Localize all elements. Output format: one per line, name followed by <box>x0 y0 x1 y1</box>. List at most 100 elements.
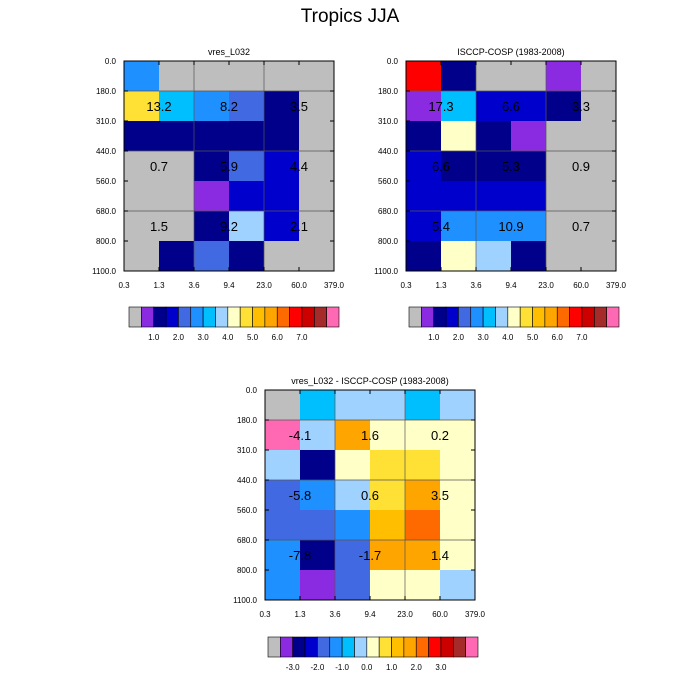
block-value-label: 1.6 <box>361 428 379 443</box>
heatmap-cell <box>300 570 336 601</box>
block-value-label: 1.5 <box>150 219 168 234</box>
x-tick-label: 9.4 <box>364 610 376 619</box>
heatmap-cell <box>581 181 617 212</box>
colorbar-label: -2.0 <box>311 663 325 672</box>
heatmap-cell <box>581 211 617 242</box>
heatmap-cell <box>300 390 336 421</box>
colorbar-swatch <box>239 306 253 328</box>
y-tick-label: 560.0 <box>237 506 258 515</box>
block-value-label: 0.7 <box>572 219 590 234</box>
heatmap-cell <box>405 540 441 571</box>
y-tick-label: 180.0 <box>378 87 399 96</box>
y-tick-label: 1100.0 <box>92 267 116 276</box>
heatmap-panel-1: vres_L032 13.2 8.2 3.5 0.7 5.9 4.4 1.5 9.2 2.1 0.3… <box>92 47 344 290</box>
heatmap-cell <box>300 480 336 511</box>
heatmap-cell <box>405 510 441 541</box>
heatmap-cell <box>159 61 195 92</box>
block-value-label: 1.4 <box>431 548 449 563</box>
heatmap-cell <box>299 91 335 122</box>
colorbar-label: -1.0 <box>335 663 349 672</box>
block-value-label: -7.8 <box>289 548 311 563</box>
heatmap-cell <box>546 91 582 122</box>
block-value-label: 4.4 <box>290 159 308 174</box>
heatmap-cell <box>440 480 476 511</box>
colorbar-label: 7.0 <box>576 333 588 342</box>
colorbar-label: 4.0 <box>502 333 514 342</box>
colorbar-swatch <box>544 306 558 328</box>
x-tick-label: 1.3 <box>294 610 306 619</box>
heatmap-cell <box>441 121 477 152</box>
heatmap-cell <box>581 61 617 92</box>
x-tick-label: 3.6 <box>188 281 200 290</box>
colorbar-label: 7.0 <box>296 333 308 342</box>
colorbar: 1.0 2.0 3.0 4.0 5.0 6.0 7.0 <box>408 306 620 342</box>
colorbar-swatch <box>313 306 327 328</box>
x-tick-label: 23.0 <box>256 281 272 290</box>
x-tick-label: 1.3 <box>153 281 165 290</box>
y-tick-label: 180.0 <box>237 416 258 425</box>
heatmap-cell <box>265 570 301 601</box>
block-value-label: 13.2 <box>146 99 171 114</box>
colorbar-swatch <box>354 636 368 658</box>
heatmap-cell <box>265 510 301 541</box>
x-tick-label: 0.3 <box>400 281 412 290</box>
y-tick-label: 560.0 <box>378 177 399 186</box>
colorbar-swatch <box>593 306 607 328</box>
colorbar-swatch <box>264 306 278 328</box>
heatmap-cell <box>441 61 477 92</box>
heatmap-cell <box>405 570 441 601</box>
heatmap-cell <box>229 61 265 92</box>
y-tick-label: 560.0 <box>96 177 117 186</box>
colorbar-swatch <box>190 306 204 328</box>
x-tick-label: 3.6 <box>470 281 482 290</box>
y-tick-label: 310.0 <box>96 117 117 126</box>
heatmap-cell <box>546 241 582 272</box>
heatmap-cell <box>511 181 547 212</box>
heatmap-cell <box>124 121 160 152</box>
heatmap-cell <box>194 61 230 92</box>
block-value-label: 6.6 <box>432 159 450 174</box>
colorbar-label: 5.0 <box>247 333 259 342</box>
colorbar-swatch <box>415 636 429 658</box>
x-tick-label: 60.0 <box>432 610 448 619</box>
heatmap-cell <box>440 540 476 571</box>
block-value-label: 8.2 <box>220 99 238 114</box>
heatmap-cell <box>441 211 477 242</box>
heatmap-panel-3: vres_L032 - ISCCP-COSP (1983-2008) -4.1 1.… <box>233 376 485 619</box>
colorbar-swatch <box>292 636 306 658</box>
colorbar-swatch <box>215 306 229 328</box>
colorbar-label: 5.0 <box>527 333 539 342</box>
heatmap-cell <box>581 151 617 182</box>
heatmap-cell <box>511 211 547 242</box>
heatmap-cell <box>441 241 477 272</box>
colorbar-label: 4.0 <box>222 333 234 342</box>
heatmap-cell <box>440 420 476 451</box>
heatmap-cell <box>159 241 195 272</box>
heatmap-cell <box>476 151 512 182</box>
heatmap-cell <box>406 151 442 182</box>
heatmap-cell <box>124 91 160 122</box>
heatmap-cell <box>406 61 442 92</box>
colorbar-swatch <box>391 636 405 658</box>
heatmap-cell <box>370 420 406 451</box>
heatmap-cell <box>511 61 547 92</box>
colorbar-swatch <box>153 306 167 328</box>
heatmap-cell <box>406 181 442 212</box>
colorbar-swatch <box>141 306 155 328</box>
heatmap-cell <box>264 151 300 182</box>
colorbar-label: 1.0 <box>386 663 398 672</box>
block-value-label: -4.1 <box>289 428 311 443</box>
heatmap-cell <box>335 510 371 541</box>
heatmap-cell <box>194 181 230 212</box>
colorbar-swatch <box>507 306 521 328</box>
heatmap-cell <box>299 241 335 272</box>
block-value-label: 0.9 <box>572 159 590 174</box>
heatmap-cell <box>440 570 476 601</box>
x-tick-label: 23.0 <box>397 610 413 619</box>
colorbar-label: 2.0 <box>173 333 185 342</box>
y-tick-label: 800.0 <box>96 237 117 246</box>
heatmap-cell <box>440 510 476 541</box>
y-tick-label: 180.0 <box>96 87 117 96</box>
colorbar-swatch <box>433 306 447 328</box>
